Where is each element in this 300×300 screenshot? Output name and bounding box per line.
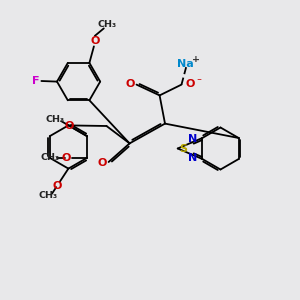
Text: O: O — [62, 153, 71, 163]
Text: CH₃: CH₃ — [97, 20, 116, 29]
Text: O: O — [90, 36, 100, 46]
Text: S: S — [179, 143, 187, 154]
Text: Na: Na — [177, 59, 194, 69]
Text: O: O — [52, 181, 62, 191]
Text: CH₃: CH₃ — [41, 153, 60, 162]
Text: O: O — [64, 121, 74, 131]
Text: +: + — [192, 56, 200, 64]
Text: CH₃: CH₃ — [39, 191, 58, 200]
Text: O: O — [97, 158, 107, 169]
Text: CH₃: CH₃ — [46, 116, 65, 124]
Text: F: F — [32, 76, 39, 86]
Text: O: O — [186, 79, 195, 89]
Text: N: N — [188, 134, 197, 143]
Text: O: O — [126, 79, 135, 89]
Text: N: N — [188, 154, 197, 164]
Text: ⁻: ⁻ — [196, 77, 201, 86]
